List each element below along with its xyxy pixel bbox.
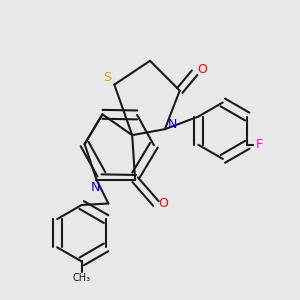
Text: F: F [256,138,263,151]
Text: N: N [168,118,177,131]
Text: O: O [197,63,207,76]
Text: CH₃: CH₃ [73,273,91,284]
Text: N: N [90,181,100,194]
Text: S: S [103,71,111,84]
Text: O: O [158,197,168,210]
